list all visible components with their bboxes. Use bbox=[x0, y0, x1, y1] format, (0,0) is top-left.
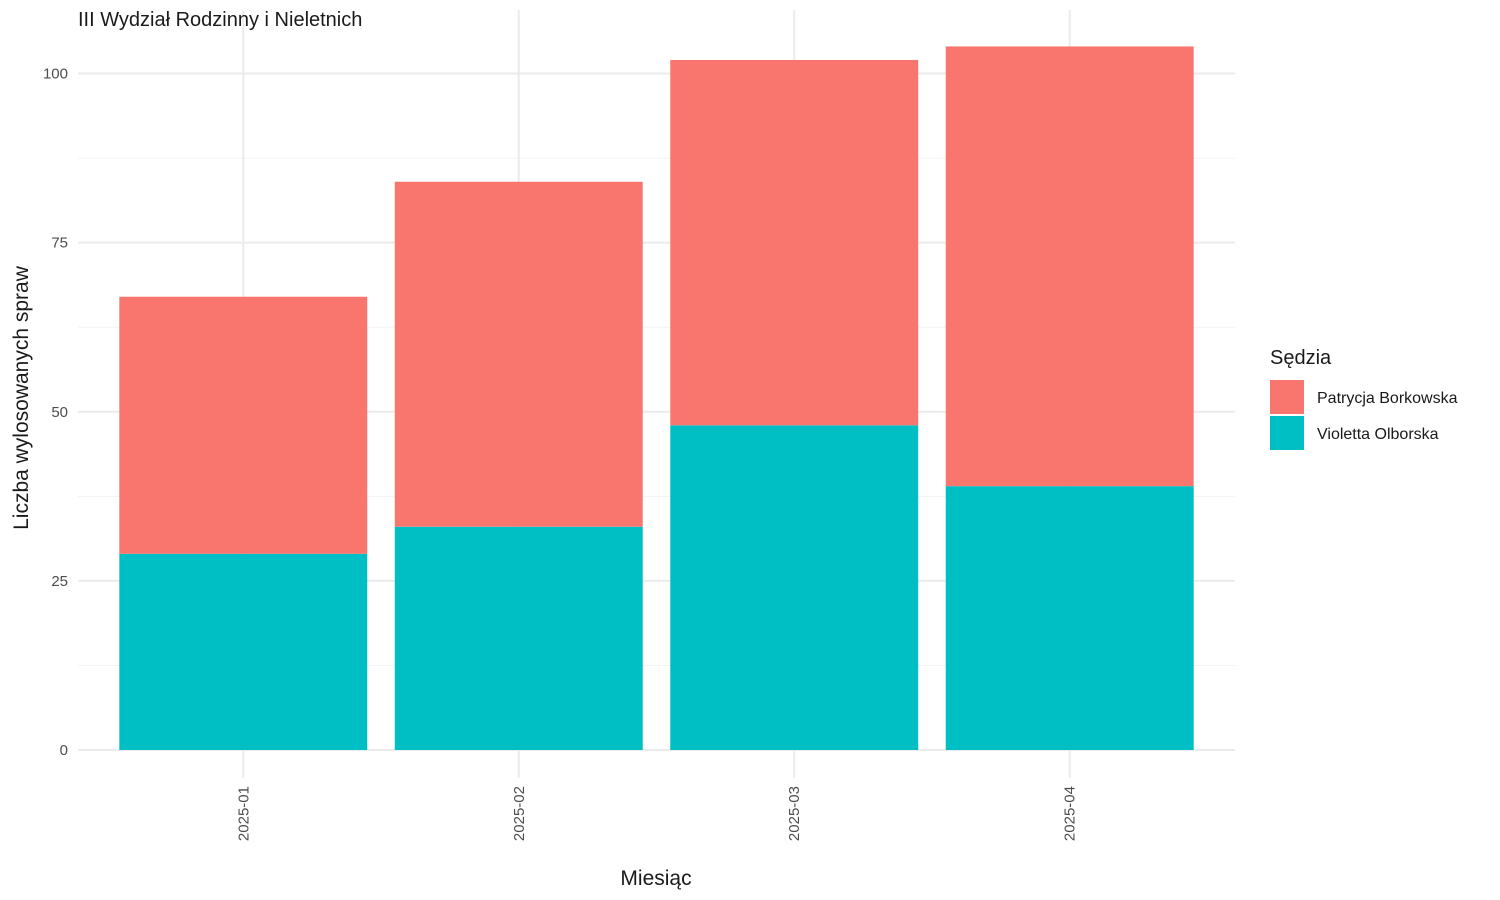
legend-label: Patrycja Borkowska bbox=[1317, 390, 1458, 407]
y-tick-label: 100 bbox=[43, 66, 68, 83]
x-tick-label: 2025-04 bbox=[1062, 786, 1079, 841]
bar-segment bbox=[394, 181, 643, 527]
bar-segment bbox=[670, 59, 919, 426]
bar-segment bbox=[945, 486, 1194, 750]
y-tick-label: 75 bbox=[51, 235, 68, 252]
bars bbox=[119, 46, 1194, 750]
legend-swatch bbox=[1270, 380, 1304, 414]
x-tick-label: 2025-02 bbox=[511, 786, 528, 841]
bar-segment bbox=[119, 553, 368, 750]
chart-title: III Wydział Rodzinny i Nieletnich bbox=[78, 9, 362, 31]
legend-swatch bbox=[1270, 416, 1304, 450]
y-axis-title: Liczba wylosowanych spraw bbox=[10, 265, 33, 530]
legend-title: Sędzia bbox=[1270, 347, 1332, 369]
legend-label: Violetta Olborska bbox=[1317, 426, 1439, 443]
y-tick-label: 50 bbox=[51, 404, 68, 421]
x-axis-title: Miesiąc bbox=[620, 867, 691, 890]
y-axis-ticks: 0 25 50 75 100 bbox=[43, 66, 68, 760]
legend: Sędzia Patrycja Borkowska Violetta Olbors… bbox=[1270, 347, 1458, 450]
bar-segment bbox=[119, 296, 368, 554]
bar-segment bbox=[394, 526, 643, 750]
y-tick-label: 0 bbox=[60, 742, 68, 759]
x-tick-label: 2025-01 bbox=[235, 786, 252, 841]
bar-segment bbox=[945, 46, 1194, 487]
y-tick-label: 25 bbox=[51, 573, 68, 590]
x-axis-ticks: 2025-01 2025-02 2025-03 2025-04 bbox=[235, 786, 1078, 841]
x-tick-label: 2025-03 bbox=[786, 786, 803, 841]
bar-segment bbox=[670, 425, 919, 750]
